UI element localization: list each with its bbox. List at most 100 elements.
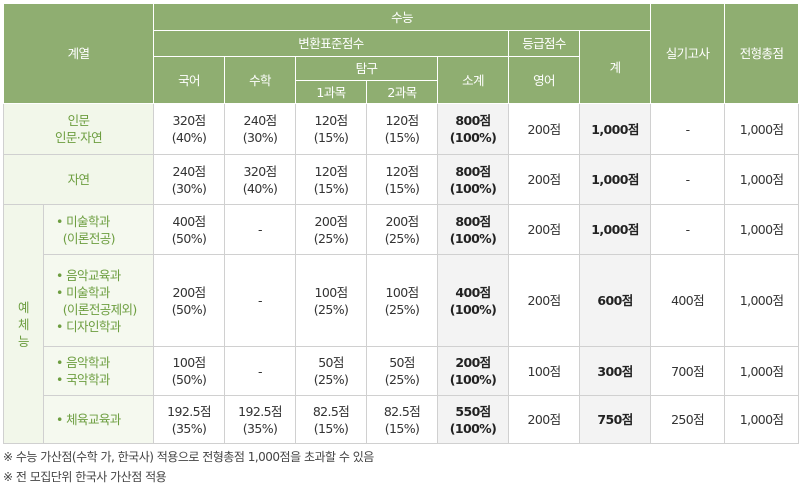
cell-gugeo: 240점 (30%) xyxy=(153,154,225,205)
department-line: • 미술학과 xyxy=(56,213,110,229)
header-gwamok1: 1과목 xyxy=(295,80,367,104)
table-row: • 체육교육과 192.5점 (35%) 192.5점 (35%) 82.5점 (15%) 8… xyxy=(4,395,800,444)
cell-line: - xyxy=(258,363,263,379)
cell-yeongeo: 200점 xyxy=(508,204,580,255)
department-line: (이론전공) xyxy=(56,230,116,246)
cell-total: 1,000점 xyxy=(724,204,800,255)
department-line: (이론전공제외) xyxy=(56,301,138,317)
cell-line: (25%) xyxy=(384,372,420,387)
cell-yeongeo: 100점 xyxy=(508,346,580,396)
footnote: ※ 수능 가산점(수학 가, 한국사) 적용으로 전형총점 1,000점을 초과… xyxy=(3,450,374,464)
department-line: • 디자인학과 xyxy=(56,318,121,334)
group-label-char: 체 xyxy=(18,316,30,332)
header-byeonhwan: 변환표준점수 xyxy=(153,30,509,57)
cell-line: 240점 xyxy=(172,163,207,179)
cell-suhak: 192.5점 (35%) xyxy=(224,395,296,444)
header-suhak: 수학 xyxy=(224,56,296,104)
department-label: • 음악교육과 • 미술학과 (이론전공제외) • 디자인학과 xyxy=(43,254,154,347)
cell-line: 200점 xyxy=(172,284,207,300)
cell-line: 550점 xyxy=(455,403,491,419)
cell-yeongeo: 200점 xyxy=(508,103,580,155)
cell-line: (100%) xyxy=(449,372,497,387)
cell-line: (15%) xyxy=(384,420,420,436)
cell-suhak: - xyxy=(224,254,296,347)
cell-sogye: 550점 (100%) xyxy=(437,395,509,444)
cell-line: 자연 xyxy=(67,172,90,187)
cell-line: 인문 xyxy=(67,113,90,128)
cell-line: (50%) xyxy=(171,372,207,387)
cell-line: (15%) xyxy=(313,420,349,436)
cell-line: (15%) xyxy=(313,180,349,196)
header-gye: 계 xyxy=(578,30,652,104)
cell-t2: 120점 (15%) xyxy=(366,103,438,155)
cell-total: 1,000점 xyxy=(724,154,800,205)
cell-silgi: 250점 xyxy=(650,395,726,444)
department-label: • 체육교육과 xyxy=(43,395,154,444)
cell-line: (15%) xyxy=(313,130,349,145)
group-label-char: 예 xyxy=(18,299,30,315)
cell-t1: 120점 (15%) xyxy=(295,154,367,205)
cell-silgi: - xyxy=(650,103,726,155)
department-line: • 미술학과 xyxy=(56,284,110,300)
cell-gye: 1,000점 xyxy=(578,204,652,255)
department-label: • 음악학과 • 국악학과 xyxy=(43,346,154,396)
department-line: • 체육교육과 xyxy=(56,412,121,427)
cell-gye: 300점 xyxy=(578,346,652,396)
cell-t1: 100점 (25%) xyxy=(295,254,367,347)
cell-line: 120점 xyxy=(385,163,420,179)
cell-line: (100%) xyxy=(449,230,497,246)
cell-suhak: - xyxy=(224,204,296,255)
cell-line: (50%) xyxy=(171,301,207,317)
cell-yeongeo: 200점 xyxy=(508,254,580,347)
cell-line: (30%) xyxy=(171,180,207,196)
cell-gugeo: 320점 (40%) xyxy=(153,103,225,155)
cell-line: 100점 xyxy=(314,284,349,300)
cell-silgi: - xyxy=(650,204,726,255)
cell-gye: 1,000점 xyxy=(578,154,652,205)
cell-line: 50점 xyxy=(389,355,415,370)
cell-line: 800점 xyxy=(455,213,491,229)
cell-t2: 82.5점 (15%) xyxy=(366,395,438,444)
cell-line: (15%) xyxy=(384,130,420,145)
cell-line: (25%) xyxy=(313,230,349,246)
cell-line: 120점 xyxy=(385,113,420,128)
department-line: • 음악학과 xyxy=(56,355,110,370)
cell-gugeo: 200점 (50%) xyxy=(153,254,225,347)
cell-sogye: 800점 (100%) xyxy=(437,204,509,255)
cell-line: 192.5점 xyxy=(167,403,211,419)
cell-t1: 50점 (25%) xyxy=(295,346,367,396)
table-row: • 음악교육과 • 미술학과 (이론전공제외) • 디자인학과 200점 (50%) -1… xyxy=(4,254,800,347)
cell-sogye: 800점 (100%) xyxy=(437,154,509,205)
table-row: • 음악학과 • 국악학과 100점 (50%) - 50점 (25%) 50점 (25%) 20… xyxy=(4,346,800,396)
cell-line: 800점 xyxy=(455,113,491,128)
cell-line: 82.5점 xyxy=(312,403,350,419)
cell-silgi: 400점 xyxy=(650,254,726,347)
cell-line: (30%) xyxy=(242,130,278,145)
cell-line: 320점 xyxy=(172,113,207,128)
cell-gye: 750점 xyxy=(578,395,652,444)
score-table: 계열 수능 실기고사 전형총점 변환표준점수 등급점수 계 국어 수학 탐구 소… xyxy=(3,3,800,444)
cell-t1: 200점 (25%) xyxy=(295,204,367,255)
cell-line: (25%) xyxy=(313,372,349,387)
cell-silgi: - xyxy=(650,154,726,205)
cell-t2: 200점 (25%) xyxy=(366,204,438,255)
department-line: • 음악교육과 xyxy=(56,267,121,283)
cell-gugeo: 400점 (50%) xyxy=(153,204,225,255)
cell-line: (40%) xyxy=(242,180,278,196)
cell-line: 100점 xyxy=(385,284,420,300)
cell-t2: 120점 (15%) xyxy=(366,154,438,205)
header-suneung: 수능 xyxy=(152,3,652,31)
cell-line: 200점 xyxy=(455,355,491,370)
cell-line: (100%) xyxy=(449,180,497,196)
cell-t2: 50점 (25%) xyxy=(366,346,438,396)
department-label: • 미술학과 (이론전공) xyxy=(43,204,154,255)
cell-line: 320점 xyxy=(243,163,278,179)
cell-line: - xyxy=(258,293,263,308)
cell-line: - xyxy=(258,222,263,237)
cell-suhak: - xyxy=(224,346,296,396)
cell-line: (25%) xyxy=(384,301,420,317)
category-label: 자연 xyxy=(3,154,154,205)
header-gugeo: 국어 xyxy=(153,56,225,104)
footnote: ※ 전 모집단위 한국사 가산점 적용 xyxy=(3,470,167,484)
